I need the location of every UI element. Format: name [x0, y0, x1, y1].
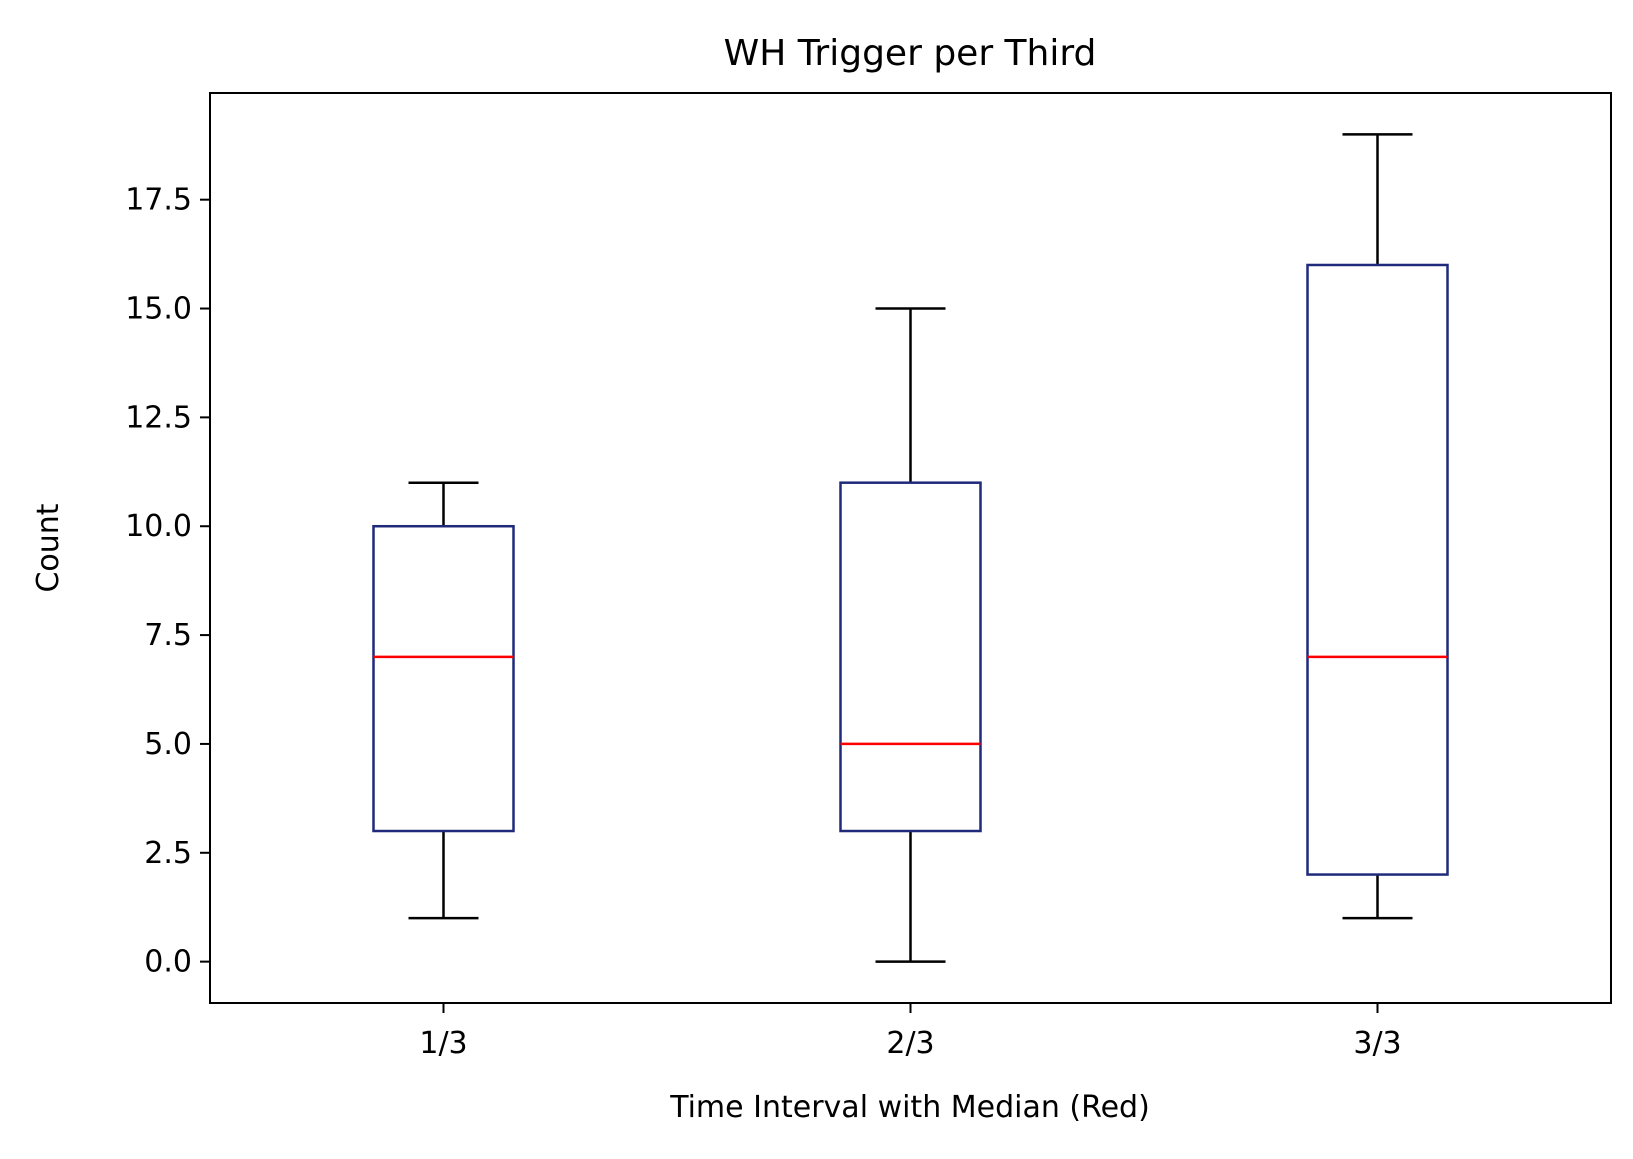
y-tick-label: 5.0: [144, 727, 192, 762]
box-group-1: [372, 481, 515, 920]
plot-area: [372, 133, 1449, 963]
x-tick-label: 2/3: [886, 1026, 934, 1061]
y-tick-label: 17.5: [125, 183, 192, 218]
y-axis: 0.0 2.5 5.0 7.5 10.0 12.5 15.0 17.5: [125, 183, 210, 980]
x-tick-label: 1/3: [419, 1026, 467, 1061]
box-group-3: [1306, 133, 1449, 920]
x-axis: 1/3 2/3 3/3: [419, 1003, 1402, 1061]
iqr-box: [1306, 263, 1449, 876]
box-group-2: [839, 307, 982, 963]
y-tick-label: 7.5: [144, 618, 192, 653]
y-tick-label: 15.0: [125, 292, 192, 327]
iqr-box: [372, 524, 515, 833]
y-axis-label: Count: [31, 503, 66, 592]
y-tick-label: 2.5: [144, 836, 192, 871]
y-tick-label: 0.0: [144, 945, 192, 980]
x-tick-label: 3/3: [1353, 1026, 1401, 1061]
y-tick-label: 10.0: [125, 509, 192, 544]
x-axis-label: Time Interval with Median (Red): [669, 1090, 1150, 1125]
iqr-box: [839, 481, 982, 833]
chart-title: WH Trigger per Third: [724, 33, 1097, 74]
y-tick-label: 12.5: [125, 400, 192, 435]
